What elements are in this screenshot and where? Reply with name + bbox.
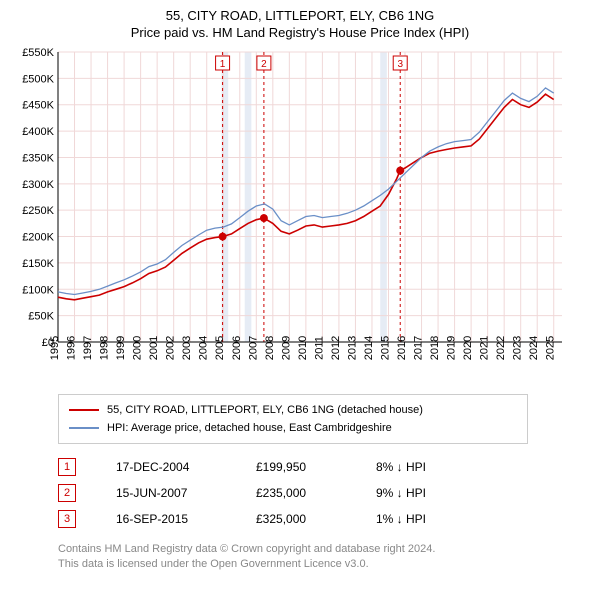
chart-svg: £0£50K£100K£150K£200K£250K£300K£350K£400… <box>12 46 572 386</box>
marker-number-box: 1 <box>58 458 76 476</box>
svg-text:2015: 2015 <box>379 336 391 360</box>
legend-swatch <box>69 427 99 429</box>
marker-delta: 9% ↓ HPI <box>376 486 456 500</box>
svg-text:2013: 2013 <box>346 336 358 360</box>
svg-text:2001: 2001 <box>148 336 160 360</box>
svg-text:2009: 2009 <box>280 336 292 360</box>
svg-text:2007: 2007 <box>247 336 259 360</box>
footer-line: Contains HM Land Registry data © Crown c… <box>58 542 588 557</box>
svg-text:2019: 2019 <box>446 336 458 360</box>
svg-text:1997: 1997 <box>82 336 94 360</box>
svg-text:2020: 2020 <box>462 336 474 360</box>
marker-date: 17-DEC-2004 <box>116 460 216 474</box>
page-root: 55, CITY ROAD, LITTLEPORT, ELY, CB6 1NG … <box>0 0 600 585</box>
legend-item: 55, CITY ROAD, LITTLEPORT, ELY, CB6 1NG … <box>69 401 517 419</box>
svg-text:2002: 2002 <box>165 336 177 360</box>
svg-text:2003: 2003 <box>181 336 193 360</box>
legend-item: HPI: Average price, detached house, East… <box>69 419 517 437</box>
svg-text:2011: 2011 <box>313 336 325 360</box>
svg-text:2010: 2010 <box>297 336 309 360</box>
marker-row: 2 15-JUN-2007 £235,000 9% ↓ HPI <box>58 480 588 506</box>
svg-text:2006: 2006 <box>231 336 243 360</box>
marker-row: 3 16-SEP-2015 £325,000 1% ↓ HPI <box>58 506 588 532</box>
svg-text:1: 1 <box>220 59 226 70</box>
svg-text:£50K: £50K <box>28 311 54 323</box>
svg-text:2012: 2012 <box>330 336 342 360</box>
marker-date: 15-JUN-2007 <box>116 486 216 500</box>
footer-attribution: Contains HM Land Registry data © Crown c… <box>58 542 588 573</box>
svg-text:2016: 2016 <box>396 336 408 360</box>
chart-title-block: 55, CITY ROAD, LITTLEPORT, ELY, CB6 1NG … <box>12 8 588 40</box>
svg-text:2008: 2008 <box>264 336 276 360</box>
svg-text:£200K: £200K <box>22 232 54 244</box>
svg-text:2000: 2000 <box>132 336 144 360</box>
svg-text:2005: 2005 <box>214 336 226 360</box>
marker-row: 1 17-DEC-2004 £199,950 8% ↓ HPI <box>58 454 588 480</box>
svg-text:£500K: £500K <box>22 73 54 85</box>
title-address: 55, CITY ROAD, LITTLEPORT, ELY, CB6 1NG <box>12 8 588 23</box>
svg-text:1995: 1995 <box>49 336 61 360</box>
legend-swatch <box>69 409 99 411</box>
legend-label: 55, CITY ROAD, LITTLEPORT, ELY, CB6 1NG … <box>107 404 423 416</box>
svg-text:1998: 1998 <box>99 336 111 360</box>
svg-text:1996: 1996 <box>66 336 78 360</box>
svg-text:2: 2 <box>261 59 267 70</box>
svg-text:£250K: £250K <box>22 205 54 217</box>
marker-number-box: 2 <box>58 484 76 502</box>
price-chart: £0£50K£100K£150K£200K£250K£300K£350K£400… <box>12 46 588 386</box>
svg-text:2017: 2017 <box>413 336 425 360</box>
svg-text:2014: 2014 <box>363 336 375 360</box>
title-subtitle: Price paid vs. HM Land Registry's House … <box>12 25 588 40</box>
marker-date: 16-SEP-2015 <box>116 512 216 526</box>
svg-text:2023: 2023 <box>512 336 524 360</box>
svg-text:2004: 2004 <box>198 336 210 360</box>
legend: 55, CITY ROAD, LITTLEPORT, ELY, CB6 1NG … <box>58 394 528 444</box>
svg-text:1999: 1999 <box>115 336 127 360</box>
svg-text:2022: 2022 <box>495 336 507 360</box>
marker-delta: 8% ↓ HPI <box>376 460 456 474</box>
svg-text:£300K: £300K <box>22 179 54 191</box>
marker-delta: 1% ↓ HPI <box>376 512 456 526</box>
marker-price: £235,000 <box>256 486 336 500</box>
svg-text:£550K: £550K <box>22 47 54 59</box>
svg-text:2025: 2025 <box>545 336 557 360</box>
svg-text:£450K: £450K <box>22 100 54 112</box>
marker-price: £199,950 <box>256 460 336 474</box>
svg-text:3: 3 <box>397 59 403 70</box>
svg-text:£350K: £350K <box>22 152 54 164</box>
footer-line: This data is licensed under the Open Gov… <box>58 557 588 572</box>
markers-table: 1 17-DEC-2004 £199,950 8% ↓ HPI 2 15-JUN… <box>58 454 588 532</box>
svg-text:2024: 2024 <box>528 336 540 360</box>
marker-price: £325,000 <box>256 512 336 526</box>
svg-text:£100K: £100K <box>22 284 54 296</box>
svg-text:£400K: £400K <box>22 126 54 138</box>
svg-text:2021: 2021 <box>479 336 491 360</box>
marker-number-box: 3 <box>58 510 76 528</box>
legend-label: HPI: Average price, detached house, East… <box>107 422 392 434</box>
svg-text:£150K: £150K <box>22 258 54 270</box>
svg-text:2018: 2018 <box>429 336 441 360</box>
